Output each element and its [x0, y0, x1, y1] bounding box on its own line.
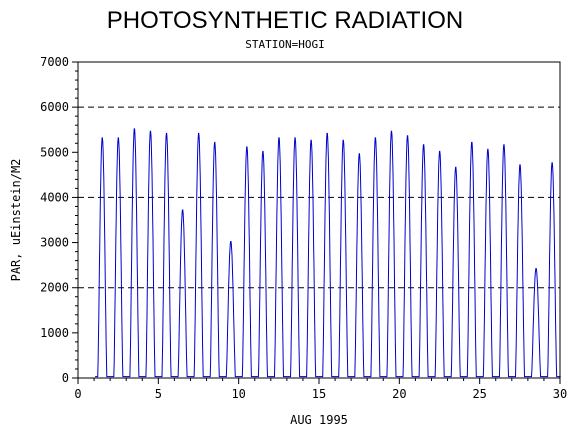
y-axis-label: PAR, uEinstein/M2 — [9, 159, 23, 282]
y-axis: 0 1000 2000 3000 4000 5000 6000 7000 — [40, 55, 78, 385]
x-tick-label: 0 — [74, 387, 81, 401]
par-series-line — [95, 128, 561, 378]
y-tick-label: 5000 — [40, 145, 69, 159]
y-tick-label: 0 — [62, 371, 69, 385]
y-tick-label: 3000 — [40, 236, 69, 250]
x-tick-label: 10 — [231, 387, 245, 401]
x-tick-label: 5 — [155, 387, 162, 401]
x-axis: 0 5 10 15 20 25 30 — [74, 378, 567, 401]
chart-title: PHOTOSYNTHETIC RADIATION — [107, 7, 463, 34]
plot-frame — [77, 61, 561, 379]
y-tick-label: 1000 — [40, 326, 69, 340]
x-axis-label: AUG 1995 — [290, 413, 348, 427]
y-tick-label: 7000 — [40, 55, 69, 69]
reference-lines — [78, 106, 560, 289]
x-tick-label: 15 — [312, 387, 326, 401]
x-tick-label: 30 — [553, 387, 567, 401]
x-tick-label: 25 — [472, 387, 486, 401]
y-tick-label: 4000 — [40, 190, 69, 204]
y-tick-label: 6000 — [40, 100, 69, 114]
chart-subtitle: STATION=HOGI — [245, 38, 324, 51]
y-tick-label: 2000 — [40, 281, 69, 295]
series-layer — [95, 128, 561, 378]
x-tick-label: 20 — [392, 387, 406, 401]
